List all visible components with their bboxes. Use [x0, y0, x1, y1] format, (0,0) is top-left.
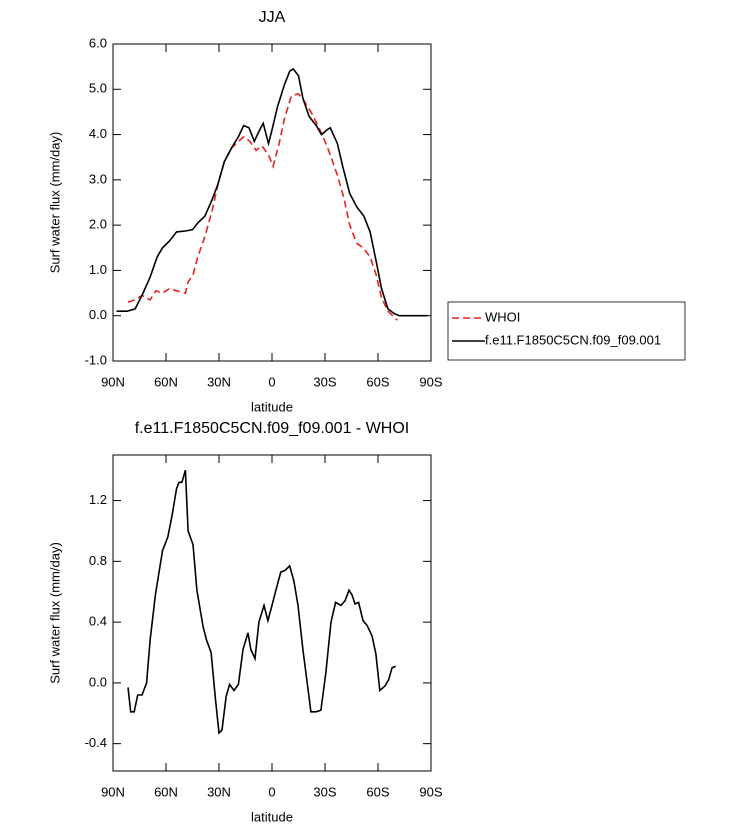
y-tick-label: 1.2 [89, 492, 107, 507]
y-tick-label: -1.0 [85, 352, 107, 367]
x-tick-label: 90N [101, 374, 125, 389]
y-tick-label: 5.0 [89, 81, 107, 96]
y-tick-label: -0.4 [85, 735, 107, 750]
x-axis-label: latitude [251, 809, 293, 824]
x-tick-label: 60S [366, 784, 389, 799]
y-tick-label: 0.4 [89, 614, 107, 629]
x-tick-label: 0 [268, 374, 275, 389]
y-tick-label: 1.0 [89, 262, 107, 277]
x-tick-label: 90S [419, 374, 442, 389]
x-tick-label: 30S [313, 784, 336, 799]
plot-frame [112, 454, 432, 772]
x-tick-label: 60S [366, 374, 389, 389]
x-tick-label: 90N [101, 784, 125, 799]
x-axis-label: latitude [251, 399, 293, 414]
y-tick-label: 4.0 [89, 126, 107, 141]
y-axis-label: Surf water flux (mm/day) [47, 542, 62, 684]
x-tick-label: 30S [313, 374, 336, 389]
y-tick-label: 2.0 [89, 217, 107, 232]
x-tick-label: 0 [268, 784, 275, 799]
legend-label: f.e11.F1850C5CN.f09_f09.001 [485, 332, 661, 347]
x-tick-label: 30N [207, 784, 231, 799]
x-tick-label: 60N [154, 374, 178, 389]
y-tick-label: 0.0 [89, 307, 107, 322]
y-axis-label: Surf water flux (mm/day) [47, 132, 62, 274]
x-tick-label: 60N [154, 784, 178, 799]
data-line [116, 67, 428, 317]
data-line [127, 469, 397, 735]
x-tick-label: 30N [207, 374, 231, 389]
y-tick-label: 0.8 [89, 553, 107, 568]
y-tick-label: 0.0 [89, 674, 107, 689]
legend-label: WHOI [485, 309, 520, 324]
x-tick-label: 90S [419, 784, 442, 799]
legend-box [447, 301, 686, 361]
chart-title: f.e11.F1850C5CN.f09_f09.001 - WHOI [135, 420, 410, 437]
data-line [127, 92, 398, 321]
chart-title: JJA [259, 9, 286, 26]
y-tick-label: 3.0 [89, 171, 107, 186]
plot-frame [112, 43, 432, 362]
y-tick-label: 6.0 [89, 35, 107, 50]
